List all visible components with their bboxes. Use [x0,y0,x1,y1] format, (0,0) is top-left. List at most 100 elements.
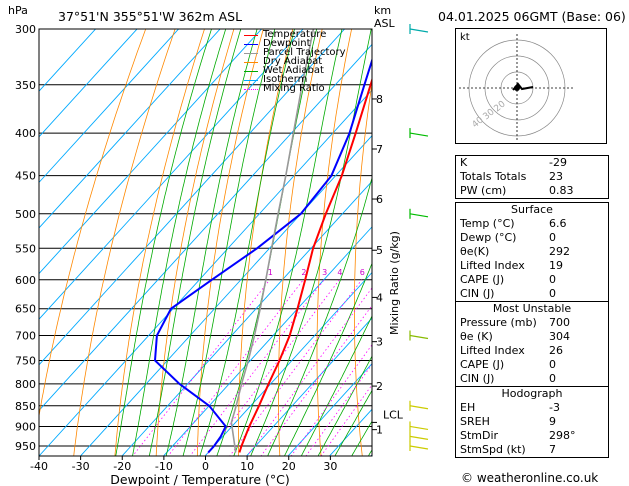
mixing-ratio-axis-label: Mixing Ratio (g/kg) [388,231,401,335]
mu-label: CAPE (J) [460,358,505,371]
mixing-ratio-line [320,384,372,456]
isotherm-line [204,271,372,456]
mixing-ratio-line [205,279,340,456]
index-value: 23 [549,170,563,183]
temperature-tick-label: -10 [155,460,173,473]
mixing-ratio-line [246,287,372,456]
surface-title: Surface [511,203,553,216]
location-title: 37°51'N 355°51'W 362m ASL [58,9,243,24]
surface-value: 19 [549,259,563,272]
mixing-ratio-label: 16 [418,268,428,277]
isotherm-line [39,29,138,138]
temperature-tick-label: -40 [30,460,48,473]
dry-adiabat-line [278,29,323,456]
dry-adiabat-line [39,29,147,419]
legend-swatch [244,62,258,63]
isotherm-line [121,180,372,456]
mu-value: 0 [549,372,556,385]
mixing-ratio-label: 1 [268,268,273,277]
index-label: Totals Totals [460,170,527,183]
surface-value: 292 [549,245,570,258]
temperature-tick-label: 20 [282,460,296,473]
pressure-tick-label: 800 [15,378,36,391]
surface-label: CIN (J) [460,287,495,300]
isotherm-line [287,363,372,456]
wet-adiabat-line [182,29,276,456]
hodograph-title: Hodograph [456,386,608,401]
isotherm-line [39,29,346,366]
isotherm-line [39,43,372,412]
wind-barb [409,405,429,410]
mu-label: CIN (J) [460,372,495,385]
wet-adiabat-line [132,29,227,456]
wet-adiabat-line [283,262,372,456]
pressure-tick-label: 750 [15,354,36,367]
isotherm-line [162,226,372,456]
legend-label: Isotherm [263,74,308,85]
mixing-ratio-line [260,304,372,456]
isotherm-line [39,29,221,229]
dry-adiabat-line [354,80,372,456]
wet-adiabat-line [300,314,372,456]
series-line-parcel-trajectory [230,29,315,453]
hodo-value: -3 [549,401,560,414]
mixing-ratio-line [290,344,372,456]
mixing-ratio-label: 3 [322,268,327,277]
hodo-label: StmDir [460,429,499,442]
isotherm-line [79,135,372,456]
legend-swatch [244,35,258,36]
km-tick-label: 6 [376,193,383,206]
surface-value: 0 [549,231,556,244]
km-tick-label: 8 [376,93,383,106]
legend-label: Mixing Ratio [263,83,325,94]
wind-barb [409,445,429,450]
index-label: K [460,156,468,169]
wet-adiabat-line [233,29,343,456]
datetime-title: 04.01.2025 06GMT (Base: 06) [438,9,626,24]
mu-value: 304 [549,330,570,343]
isotherm-line [39,89,372,456]
mixing-ratio-label: 8 [376,268,381,277]
index-value: -29 [549,156,567,169]
wet-adiabat-line [148,29,242,456]
index-value: 0.83 [549,184,574,197]
hodo-label: SREH [460,415,490,428]
mixing-ratio-label: 6 [360,268,365,277]
wind-barb [409,213,429,218]
lcl-label: LCL [383,408,404,421]
hodo-label: StmSpd (kt) [460,443,526,456]
surface-label: Temp (°C) [460,217,515,230]
km-tick-label: 7 [376,143,383,156]
copyright-footer[interactable]: © weatheronline.co.uk [461,471,599,485]
isotherm-line [39,29,263,275]
hodograph-unit-label: kt [460,32,470,43]
mixing-ratio-line [167,279,304,456]
wet-adiabat-line [165,29,258,456]
pressure-tick-label: 450 [15,170,36,183]
legend-label: Wet Adiabat [263,65,324,76]
mu-label: θe (K) [460,330,493,343]
series-line-dewpoint [153,57,372,454]
mu-label: Lifted Index [460,344,525,357]
wind-barb [409,132,429,137]
hodo-value: 9 [549,415,556,428]
temperature-tick-label: 10 [240,460,254,473]
isotherm-line [245,317,372,456]
mixing-ratio-label: 2 [301,268,306,277]
km-label: km [374,4,392,17]
km-tick-label: 2 [376,380,383,393]
mu-value: 0 [549,358,556,371]
wet-adiabat-line [317,355,372,456]
pressure-tick-label: 500 [15,208,36,221]
wet-adiabat-line [267,176,372,456]
legend-swatch [244,44,258,45]
wind-barb [409,334,429,340]
hodograph-storm-marker [514,85,520,91]
wet-adiabat-line [250,29,372,456]
pressure-tick-label: 650 [15,303,36,316]
indices-table: K -29 Totals Totals 23 PW (cm) 0.83 [455,155,609,199]
pressure-tick-label: 600 [15,274,36,287]
hodo-value: 298° [549,429,576,442]
surface-label: CAPE (J) [460,273,505,286]
pressure-tick-label: 950 [15,440,36,453]
